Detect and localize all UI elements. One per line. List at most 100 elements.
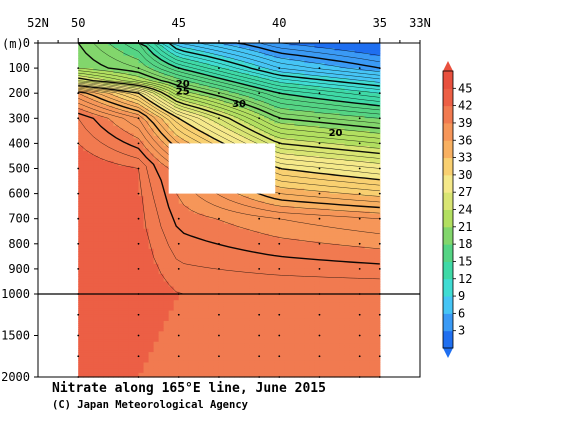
field-cell	[183, 196, 190, 200]
field-cell	[203, 316, 210, 320]
field-cell	[163, 148, 170, 152]
field-cell	[153, 273, 160, 278]
field-cell	[203, 286, 210, 290]
field-cell	[193, 374, 200, 378]
field-cell	[239, 258, 245, 262]
field-cell	[218, 368, 225, 372]
field-cell	[118, 335, 125, 339]
field-cell	[229, 208, 235, 212]
field-cell	[218, 253, 225, 257]
field-cell	[108, 278, 114, 283]
field-cell	[249, 268, 255, 273]
field-cell	[193, 85, 200, 89]
field-cell	[198, 236, 205, 240]
field-cell	[234, 68, 240, 72]
field-cell	[223, 53, 230, 57]
field-cell	[223, 356, 230, 359]
field-cell	[203, 331, 210, 335]
field-cell	[153, 251, 160, 255]
field-cell	[234, 256, 240, 260]
field-cell	[128, 178, 135, 182]
field-cell	[98, 148, 104, 152]
field-cell	[213, 300, 220, 303]
field-cell	[203, 60, 210, 64]
field-cell	[98, 48, 104, 52]
field-cell	[83, 256, 89, 260]
field-cell	[148, 208, 155, 212]
field-cell	[193, 238, 200, 242]
field-cell	[103, 70, 109, 74]
field-cell	[183, 201, 190, 205]
field-cell	[143, 314, 150, 318]
field-cell	[239, 273, 245, 278]
field-cell	[183, 238, 190, 242]
field-cell	[103, 211, 109, 215]
field-cell	[168, 135, 175, 139]
field-cell	[98, 153, 104, 157]
field-cell	[213, 208, 220, 212]
field-cell	[123, 251, 130, 255]
field-cell	[188, 133, 195, 137]
field-cell	[83, 153, 89, 157]
field-cell	[123, 320, 130, 324]
field-cell	[198, 123, 205, 127]
field-cell	[229, 276, 235, 280]
field-cell	[183, 63, 190, 67]
field-cell	[254, 213, 260, 217]
field-cell	[229, 312, 235, 316]
field-cell	[239, 271, 245, 275]
field-cell	[98, 163, 104, 167]
field-cell	[208, 223, 215, 227]
field-cell	[183, 241, 190, 245]
field-cell	[118, 256, 125, 260]
field-cell	[83, 362, 89, 366]
field-cell	[153, 248, 160, 252]
field-cell	[213, 362, 220, 366]
field-cell	[168, 347, 175, 351]
field-cell	[143, 298, 150, 301]
field-cell	[118, 171, 125, 175]
field-cell	[213, 337, 220, 341]
field-cell	[123, 55, 130, 59]
field-cell	[229, 296, 235, 299]
field-cell	[193, 370, 200, 374]
field-cell	[249, 278, 255, 283]
field-cell	[163, 374, 170, 378]
field-cell	[113, 48, 120, 52]
field-cell	[123, 350, 130, 353]
field-cell	[213, 288, 220, 293]
field-cell	[133, 140, 140, 144]
field-cell	[188, 198, 195, 202]
field-cell	[158, 163, 165, 167]
field-cell	[173, 108, 180, 112]
field-cell	[188, 335, 195, 339]
field-cell	[83, 173, 89, 177]
field-cell	[98, 218, 104, 222]
field-cell	[153, 283, 160, 288]
field-cell	[223, 278, 230, 283]
field-cell	[163, 163, 170, 167]
field-cell	[218, 78, 225, 82]
field-cell	[113, 331, 120, 335]
field-cell	[239, 83, 245, 87]
field-cell	[138, 80, 145, 84]
field-cell	[78, 360, 84, 364]
field-cell	[128, 331, 135, 335]
field-cell	[183, 138, 190, 142]
field-cell	[98, 273, 104, 278]
field-cell	[138, 78, 145, 82]
field-cell	[78, 331, 84, 335]
field-cell	[88, 105, 94, 109]
field-cell	[244, 362, 250, 366]
field-cell	[203, 128, 210, 132]
field-cell	[148, 153, 155, 157]
field-cell	[213, 118, 220, 122]
field-cell	[88, 188, 94, 192]
field-cell	[193, 281, 200, 285]
field-cell	[218, 372, 225, 376]
field-cell	[178, 90, 185, 94]
field-cell	[188, 233, 195, 237]
field-cell	[178, 100, 185, 104]
field-cell	[158, 236, 165, 240]
field-cell	[88, 100, 94, 104]
